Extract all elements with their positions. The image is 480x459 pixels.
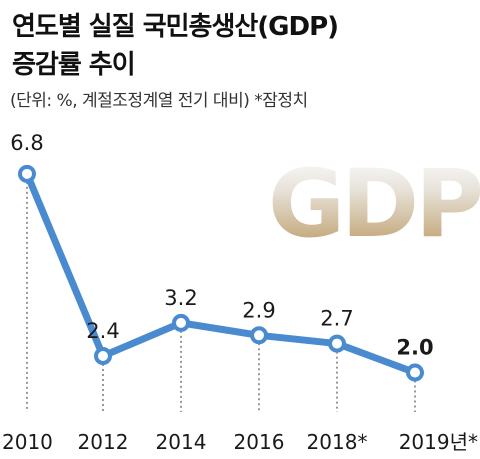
drop-lines: [26, 181, 416, 412]
data-point-0: [18, 164, 36, 183]
x-tick-5: 2019년*: [399, 430, 478, 454]
data-point-3: [250, 326, 268, 345]
data-point-4: [328, 334, 346, 353]
data-label-0: 6.8: [10, 131, 43, 155]
series-line: [23, 170, 419, 377]
data-point-2: [172, 313, 190, 332]
data-labels: 6.8 2.4 3.2 2.9 2.7 2.0: [10, 131, 433, 360]
x-tick-0: 2010: [2, 430, 53, 454]
x-tick-2: 2014: [156, 430, 207, 454]
data-label-5: 2.0: [396, 336, 433, 360]
data-point-1: [94, 347, 112, 365]
data-point-5: [406, 363, 424, 382]
x-axis-ticks: 2010 2012 2014 2016 2018* 2019년*: [2, 430, 478, 454]
data-label-3: 2.9: [242, 298, 275, 322]
x-tick-1: 2012: [78, 430, 129, 454]
data-label-2: 3.2: [164, 286, 197, 310]
data-label-1: 2.4: [86, 319, 119, 343]
data-points: [18, 164, 424, 382]
x-tick-3: 2016: [234, 430, 285, 454]
x-tick-4: 2018*: [307, 430, 368, 454]
gdp-watermark: GDP: [268, 150, 480, 259]
chart-subtitle: (단위: %, 계절조정계열 전기 대비) *잠정치: [10, 91, 308, 111]
chart-title-line2: 증감률 추이: [12, 50, 136, 80]
chart-title: 연도별 실질 국민총생산(GDP): [12, 12, 339, 42]
data-label-4: 2.7: [320, 307, 353, 331]
